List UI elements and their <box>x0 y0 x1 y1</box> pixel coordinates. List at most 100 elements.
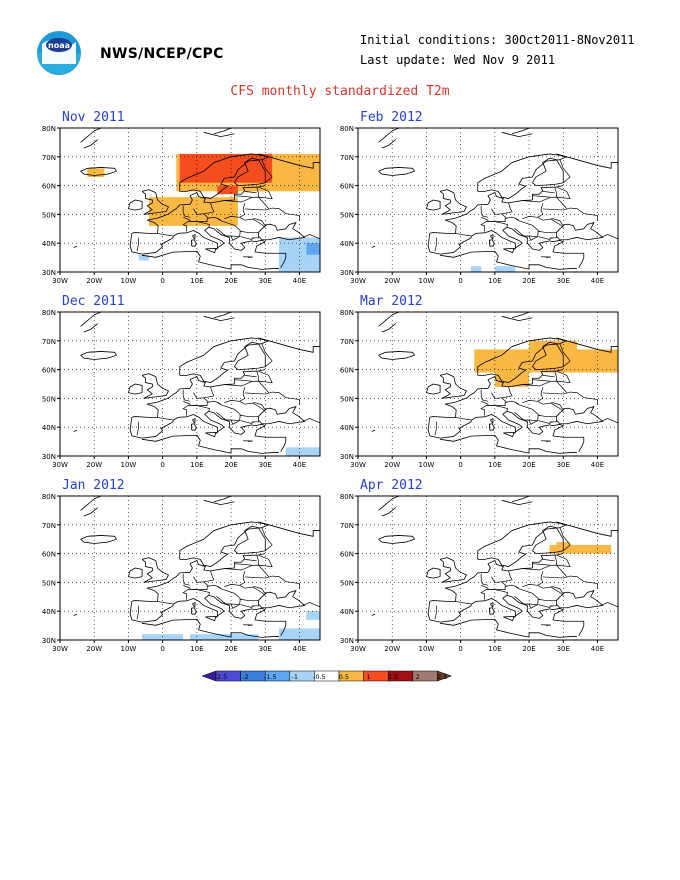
gridlines-feb <box>358 128 618 272</box>
coastline <box>190 423 197 431</box>
lat-tick-label: 80N <box>42 493 56 501</box>
coastline <box>258 406 306 425</box>
coastline <box>371 429 376 432</box>
legend-label: 0.5 <box>339 673 349 681</box>
border <box>136 237 140 252</box>
lon-tick-label: 30W <box>52 461 68 468</box>
border <box>500 570 513 587</box>
legend-label: 2.5 <box>437 673 447 681</box>
coastline <box>258 590 306 609</box>
coastline <box>192 418 196 424</box>
border <box>257 370 273 393</box>
border <box>193 576 204 583</box>
coastline <box>501 131 533 138</box>
coastline <box>439 557 467 583</box>
borders-nov <box>136 159 321 252</box>
anomaly-area-jan-2 <box>278 628 320 640</box>
lat-tick-label: 30N <box>340 637 354 645</box>
lon-tick-label: 20E <box>522 461 535 468</box>
coastline <box>381 323 396 333</box>
border <box>480 588 508 600</box>
panel-title-jan-2012: Jan 2012 <box>62 478 125 493</box>
lat-tick-label: 50N <box>340 211 354 219</box>
border <box>193 208 204 215</box>
lat-tick-label: 30N <box>42 453 56 461</box>
lon-tick-label: 20E <box>224 277 237 284</box>
map-frame-feb <box>357 127 619 273</box>
lon-tick-label: 10E <box>190 461 203 468</box>
coastline <box>83 139 98 149</box>
borders-apr <box>434 527 619 620</box>
coastline <box>80 311 102 327</box>
anomaly-area-jan-1 <box>190 634 259 640</box>
lat-tick-label: 70N <box>42 338 56 346</box>
border <box>244 559 257 562</box>
border <box>240 604 254 608</box>
border <box>481 400 519 406</box>
border <box>600 418 619 424</box>
border <box>500 202 513 219</box>
border <box>224 554 259 571</box>
lon-tick-label: 20W <box>86 461 102 468</box>
coastline <box>258 337 320 353</box>
border <box>244 191 257 194</box>
lat-tick-label: 40N <box>340 240 354 248</box>
lon-tick-label: 20W <box>86 645 102 652</box>
lon-tick-label: 10W <box>120 645 136 652</box>
color-scale-legend: -2.5 -2 -1.5 -1 -0.5 0.5 1 1.5 2 2.5 <box>201 670 453 682</box>
lon-tick-label: 10E <box>488 645 501 652</box>
coastline <box>501 499 533 506</box>
gridlines-mar <box>358 312 618 456</box>
coastline <box>80 535 117 544</box>
border <box>234 379 252 382</box>
coastline <box>129 410 287 452</box>
coastline <box>258 521 320 537</box>
border <box>514 218 539 241</box>
coastline <box>371 245 376 248</box>
coastline <box>477 337 568 383</box>
border <box>480 404 508 416</box>
lon-tick-label: 10W <box>418 645 434 652</box>
border <box>537 387 544 402</box>
coastline <box>371 613 376 616</box>
border <box>500 386 513 403</box>
border <box>257 554 273 577</box>
border <box>551 586 564 596</box>
lat-tick-label: 70N <box>340 522 354 530</box>
map-frame-mar <box>357 311 619 457</box>
coastlines-dec <box>73 311 320 454</box>
coastlines-nov <box>73 127 320 270</box>
anomaly-layer-feb <box>470 266 516 272</box>
border <box>202 570 215 587</box>
border <box>532 563 550 566</box>
coastline <box>73 429 78 432</box>
coastline <box>427 226 585 268</box>
coastline <box>427 410 585 452</box>
border <box>302 234 321 240</box>
coastline <box>234 157 266 186</box>
anomaly-area-apr-0 <box>549 544 612 554</box>
border <box>261 343 273 367</box>
border <box>182 573 191 586</box>
border <box>239 598 259 601</box>
coastline <box>427 594 585 636</box>
border <box>542 575 598 589</box>
lon-tick-label: 30E <box>259 277 272 284</box>
coastline <box>258 153 320 169</box>
lat-tick-label: 30N <box>340 453 354 461</box>
gridlines-nov <box>60 128 320 272</box>
border <box>244 375 257 378</box>
border <box>559 527 571 551</box>
coastline <box>378 167 415 176</box>
coastline <box>440 434 577 454</box>
coastline <box>381 507 396 517</box>
panel-title-feb-2012: Feb 2012 <box>360 110 423 125</box>
lat-tick-label: 30N <box>42 269 56 277</box>
border <box>551 402 564 412</box>
coastline <box>378 311 400 327</box>
legend-label: 1 <box>366 673 370 681</box>
lon-tick-label: 0 <box>458 645 462 652</box>
anomaly-area-nov-6 <box>138 254 149 261</box>
lat-tick-label: 50N <box>340 579 354 587</box>
